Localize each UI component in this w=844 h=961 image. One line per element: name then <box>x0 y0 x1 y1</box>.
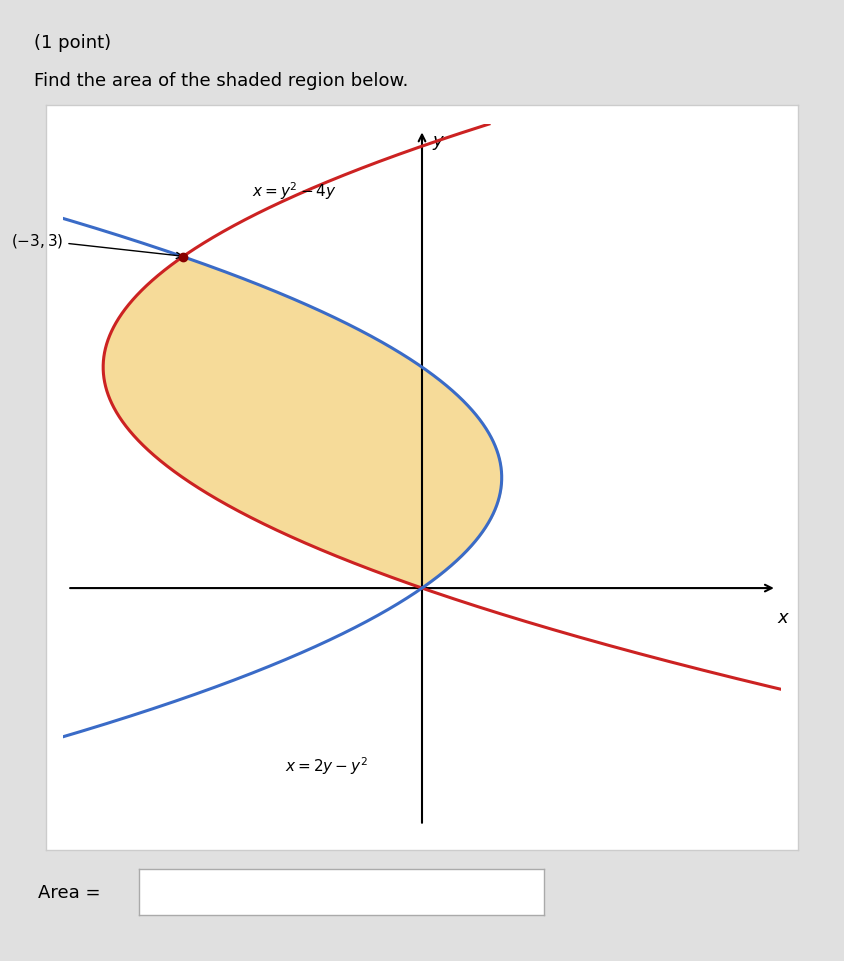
Text: $x$: $x$ <box>776 608 790 627</box>
Text: $x = y^2 - 4y$: $x = y^2 - 4y$ <box>252 181 337 202</box>
Text: $y$: $y$ <box>431 134 445 152</box>
Text: $x = 2y - y^2$: $x = 2y - y^2$ <box>284 754 368 776</box>
Text: $(-3, 3)$: $(-3, 3)$ <box>11 232 182 259</box>
Text: Area =: Area = <box>38 883 100 900</box>
Text: Find the area of the shaded region below.: Find the area of the shaded region below… <box>34 72 408 90</box>
Text: (1 point): (1 point) <box>34 34 111 52</box>
